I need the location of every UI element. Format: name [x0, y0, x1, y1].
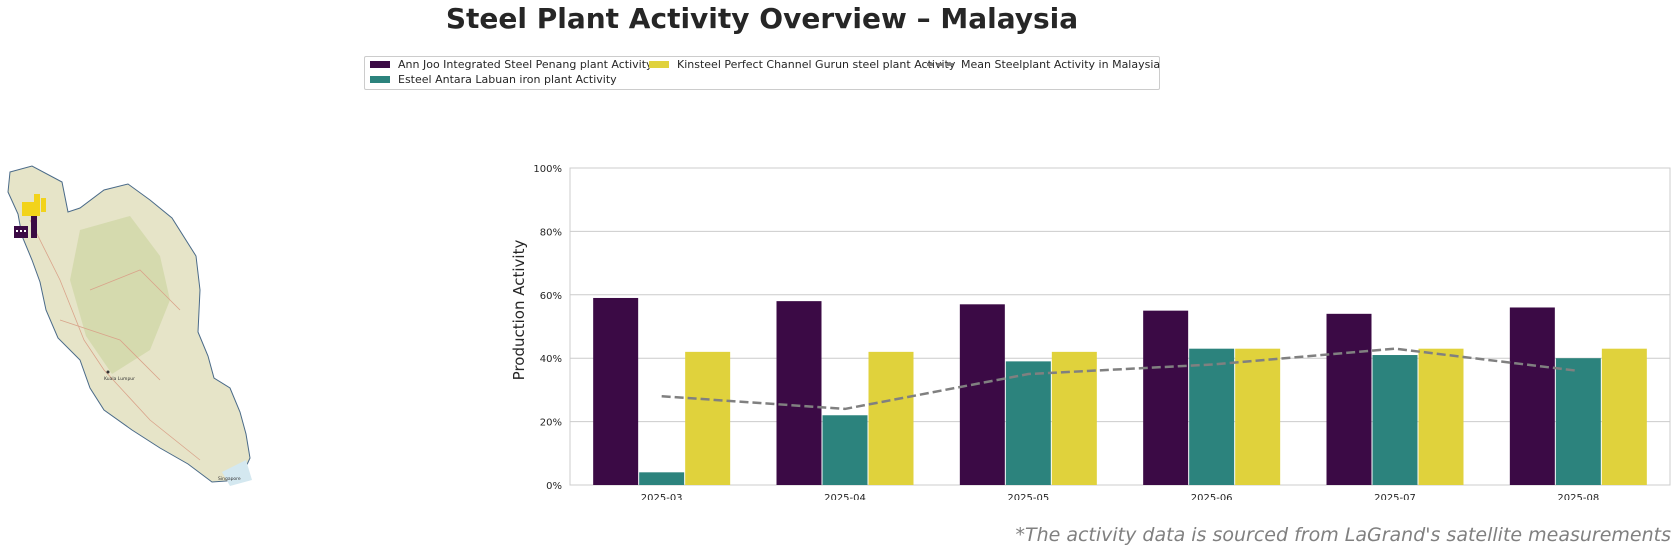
x-tick-label: 2025-07 — [1374, 493, 1416, 500]
plot-frame — [569, 167, 1671, 486]
bar-ann-2025-03 — [593, 297, 639, 485]
legend-label-ann-joo: Ann Joo Integrated Steel Penang plant Ac… — [398, 58, 653, 71]
factory-icon-kinsteel — [22, 194, 46, 216]
legend-swatch-ann-joo — [370, 61, 390, 68]
legend-line-mean — [927, 63, 953, 66]
x-tick-label: 2025-05 — [1007, 493, 1049, 500]
y-tick-label: 80% — [540, 227, 562, 238]
kl-dot — [106, 370, 110, 374]
map-label-singapore: Singapore — [218, 476, 241, 482]
bar-kinsteel-2025-03 — [685, 351, 731, 485]
malaysia-map: Kuala Lumpur Singapore — [7, 165, 252, 486]
x-tick-label: 2025-08 — [1557, 493, 1599, 500]
bar-kinsteel-2025-08 — [1601, 348, 1647, 485]
mean-activity-line — [661, 347, 1579, 411]
mean-line-group — [661, 347, 1579, 411]
bar-ann-2025-07 — [1326, 313, 1372, 485]
bar-ann-2025-05 — [959, 304, 1005, 485]
bar-kinsteel-2025-05 — [1051, 351, 1097, 485]
y-tick-label: 60% — [540, 291, 562, 302]
y-tick-label: 40% — [540, 354, 562, 365]
x-tick-label: 2025-03 — [641, 493, 683, 500]
map-label-kuala-lumpur: Kuala Lumpur — [104, 376, 135, 382]
legend-swatch-kinsteel — [649, 61, 669, 68]
legend-label-mean: Mean Steelplant Activity in Malaysia — [961, 58, 1161, 71]
y-tick-label: 100% — [533, 164, 562, 175]
legend-label-esteel: Esteel Antara Labuan iron plant Activity — [398, 73, 617, 86]
footnote: *The activity data is sourced from LaGra… — [1015, 524, 1671, 546]
legend-swatch-esteel — [370, 76, 390, 83]
legend-item-mean: Mean Steelplant Activity in Malaysia — [927, 58, 1160, 71]
y-tick-label: 20% — [540, 418, 562, 429]
roads — [29, 219, 201, 461]
bar-esteel-2025-07 — [1372, 355, 1418, 485]
chart-title: Steel Plant Activity Overview – Malaysia — [445, 2, 1079, 35]
x-tick-label: 2025-06 — [1191, 493, 1233, 500]
y-tick-label: 0% — [546, 481, 562, 492]
bar-esteel-2025-03 — [639, 472, 685, 485]
bar-esteel-2025-05 — [1005, 361, 1051, 485]
y-axis-label: Production Activity — [510, 240, 528, 381]
bars — [593, 297, 1647, 485]
bar-esteel-2025-08 — [1555, 358, 1601, 485]
ticks: 0% 20% 40% 60% 80% 100% 2025-03 2025-04 2025-05 2… — [533, 164, 1599, 500]
legend-item-esteel: Esteel Antara Labuan iron plant Activity — [370, 73, 617, 86]
bar-kinsteel-2025-04 — [868, 351, 914, 485]
factory-icon-ann-joo — [14, 216, 37, 238]
bar-esteel-2025-06 — [1189, 348, 1235, 485]
bar-kinsteel-2025-07 — [1418, 348, 1464, 485]
legend-item-kinsteel: Kinsteel Perfect Channel Gurun steel pla… — [649, 58, 955, 71]
x-tick-label: 2025-04 — [824, 493, 866, 500]
southern-water — [222, 460, 252, 486]
legend-label-kinsteel: Kinsteel Perfect Channel Gurun steel pla… — [677, 58, 956, 71]
bar-esteel-2025-04 — [822, 415, 868, 485]
grid — [569, 167, 1671, 486]
bar-chart: 0% 20% 40% 60% 80% 100% 2025-03 2025-04 2025-05 2… — [510, 164, 1671, 500]
legend-item-ann-joo: Ann Joo Integrated Steel Penang plant Ac… — [370, 58, 653, 71]
bar-ann-2025-06 — [1143, 310, 1189, 485]
bar-ann-2025-04 — [776, 301, 822, 485]
legend: Ann Joo Integrated Steel Penang plant Ac… — [364, 56, 1160, 90]
bar-kinsteel-2025-06 — [1235, 348, 1281, 485]
terrain-shading — [70, 216, 170, 374]
bar-ann-2025-08 — [1509, 307, 1555, 485]
